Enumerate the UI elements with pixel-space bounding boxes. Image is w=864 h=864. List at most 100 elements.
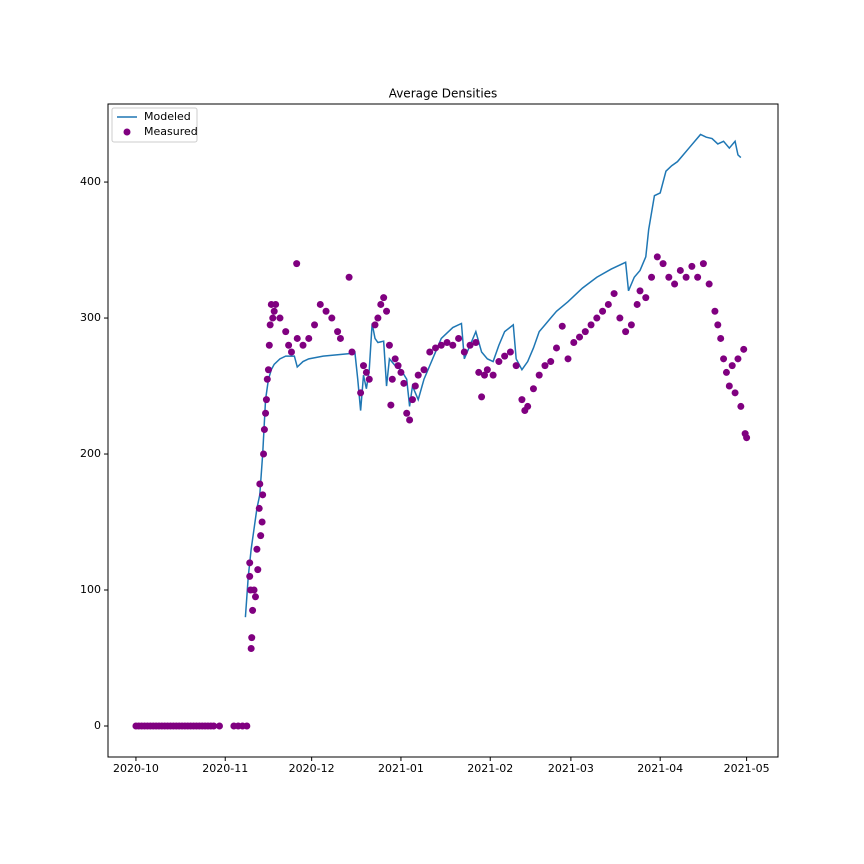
measured-point: [215, 722, 223, 730]
measured-point: [264, 366, 272, 374]
measured-point: [394, 362, 402, 370]
measured-point: [475, 368, 483, 376]
measured-point: [665, 273, 673, 281]
measured-point: [408, 396, 416, 404]
measured-point: [627, 321, 635, 329]
measured-point: [564, 355, 572, 363]
measured-point: [466, 341, 474, 349]
measured-point: [642, 294, 650, 302]
measured-point: [593, 314, 601, 322]
measured-point: [253, 545, 261, 553]
measured-point: [243, 722, 251, 730]
measured-point: [348, 348, 356, 356]
measured-point: [249, 606, 257, 614]
measured-point: [420, 366, 428, 374]
measured-point: [269, 314, 277, 322]
measured-point: [740, 345, 748, 353]
measured-point: [287, 348, 295, 356]
measured-point: [694, 273, 702, 281]
measured-point: [305, 334, 313, 342]
measured-point: [259, 491, 267, 499]
x-tick-label: 2021-05: [724, 762, 770, 775]
measured-point: [270, 307, 278, 315]
measured-point: [671, 280, 679, 288]
measured-point: [255, 504, 263, 512]
measured-point: [587, 321, 595, 329]
measured-point: [262, 396, 270, 404]
measured-point: [293, 260, 301, 268]
measured-point: [728, 362, 736, 370]
measured-point: [581, 328, 589, 336]
measured-point: [659, 260, 667, 268]
modeled-line: [244, 133, 742, 618]
measured-point: [506, 348, 514, 356]
measured-point: [385, 341, 393, 349]
measured-point: [406, 416, 414, 424]
measured-point: [246, 559, 254, 567]
measured-point: [688, 262, 696, 270]
measured-point: [720, 355, 728, 363]
measured-point: [377, 300, 385, 308]
measured-point: [437, 341, 445, 349]
measured-point: [547, 358, 555, 366]
measured-point: [610, 290, 618, 298]
measured-point: [391, 355, 399, 363]
measured-point: [495, 358, 503, 366]
measured-point: [387, 401, 395, 409]
measured-point: [676, 266, 684, 274]
measured-point: [449, 341, 457, 349]
measured-point: [383, 307, 391, 315]
measured-point: [604, 300, 612, 308]
measured-point: [262, 409, 270, 417]
measured-point: [265, 341, 273, 349]
measured-point: [622, 328, 630, 336]
measured-point: [478, 393, 486, 401]
measured-point: [322, 307, 330, 315]
measured-point: [682, 273, 690, 281]
x-tick-label: 2020-12: [289, 762, 335, 775]
measured-point: [443, 339, 451, 347]
measured-point: [254, 566, 262, 574]
measured-point: [285, 341, 293, 349]
measured-point: [359, 362, 367, 370]
measured-point: [570, 339, 578, 347]
measured-point: [260, 426, 268, 434]
y-tick-label: 300: [80, 311, 101, 324]
measured-point: [250, 586, 258, 594]
measured-point: [311, 321, 319, 329]
measured-point: [426, 348, 434, 356]
chart-title: Average Densities: [389, 87, 498, 101]
measured-point: [648, 273, 656, 281]
measured-point: [541, 362, 549, 370]
measured-point: [210, 722, 218, 730]
measured-point: [717, 334, 725, 342]
measured-point: [316, 300, 324, 308]
measured-point: [558, 322, 566, 330]
measured-point: [472, 339, 480, 347]
measured-point: [256, 480, 264, 488]
measured-point: [699, 260, 707, 268]
legend-swatch: [123, 128, 131, 136]
measured-point: [512, 362, 520, 370]
measured-point: [501, 352, 509, 360]
measured-point: [357, 389, 365, 397]
measured-point: [246, 572, 254, 580]
measured-point: [725, 382, 733, 390]
measured-point: [328, 314, 336, 322]
x-tick-label: 2020-10: [113, 762, 159, 775]
measured-point: [480, 371, 488, 379]
measured-point: [460, 348, 468, 356]
measured-point: [334, 328, 342, 336]
y-tick-label: 200: [80, 447, 101, 460]
measured-point: [711, 307, 719, 315]
measured-point: [282, 328, 290, 336]
plot-frame: [107, 103, 779, 758]
x-tick-label: 2021-03: [548, 762, 594, 775]
measured-point: [529, 385, 537, 393]
measured-point: [403, 409, 411, 417]
y-tick-label: 400: [80, 175, 101, 188]
measured-point: [722, 368, 730, 376]
measured-point: [489, 371, 497, 379]
